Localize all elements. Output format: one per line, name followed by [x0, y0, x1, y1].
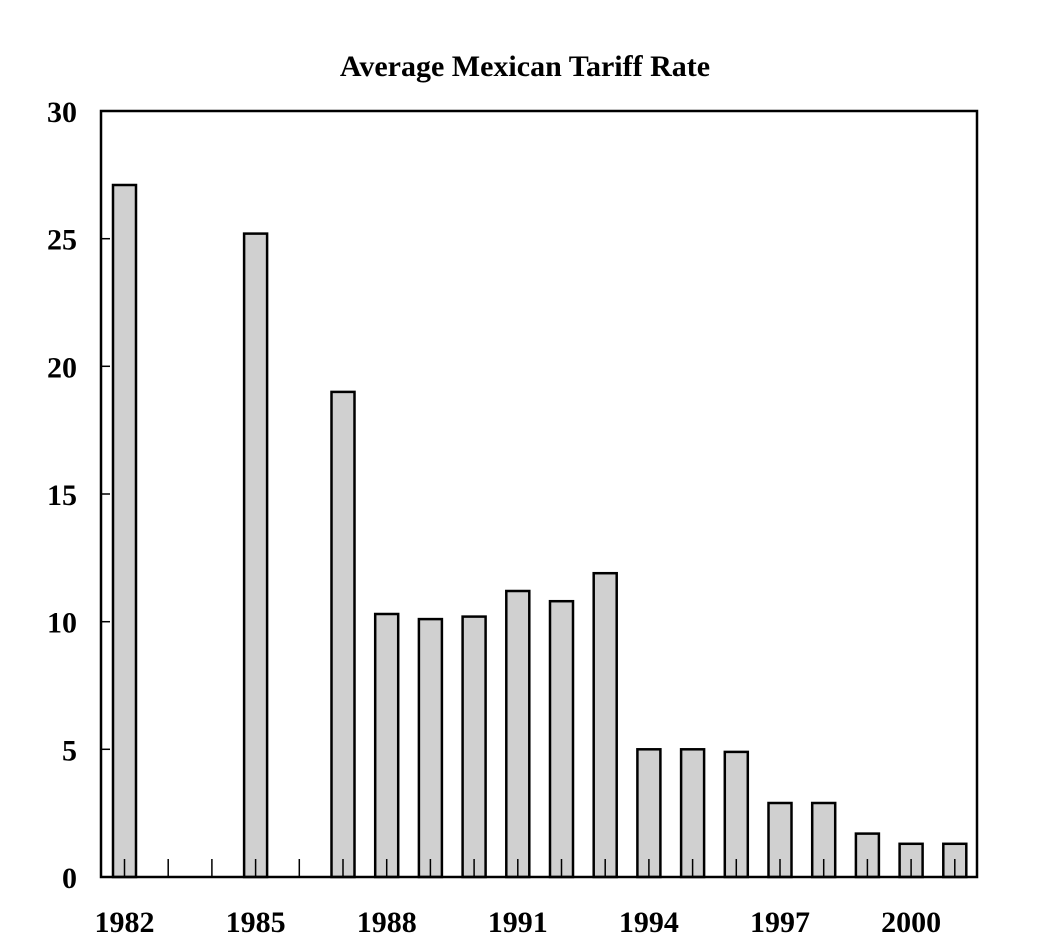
bar-1982: [111, 183, 138, 879]
bar-1992: [548, 599, 575, 879]
bar-1989: [417, 617, 444, 879]
x-axis-labels: 1982 1985 1988 1991 1994 1997 2000: [95, 906, 942, 939]
x-tick-label-1994: 1994: [619, 906, 679, 939]
bar-1995: [679, 748, 706, 879]
x-tick-label-2000: 2000: [881, 906, 941, 939]
bar-1987: [330, 390, 356, 879]
axis-ticks-group: [101, 110, 956, 878]
y-tick-label-30: 30: [47, 96, 77, 129]
y-tick-label-25: 25: [47, 224, 77, 257]
x-tick-label-1997: 1997: [750, 906, 810, 939]
y-axis-labels: 0 5 10 15 20 25 30: [47, 96, 77, 895]
y-tick-label-5: 5: [62, 734, 77, 767]
y-tick-label-10: 10: [47, 607, 77, 640]
x-tick-label-1988: 1988: [357, 906, 417, 939]
bar-1990: [461, 615, 487, 879]
x-tick-label-1982: 1982: [95, 906, 155, 939]
chart-title: Average Mexican Tariff Rate: [340, 50, 710, 83]
bar-1988: [373, 612, 400, 879]
bars-group: [111, 183, 968, 879]
bar-1991: [505, 589, 531, 879]
y-tick-label-0: 0: [62, 862, 77, 895]
bar-1994: [636, 748, 662, 879]
bar-1996: [723, 750, 750, 879]
y-tick-label-15: 15: [47, 479, 77, 512]
bar-1985: [242, 232, 269, 879]
bar-1993: [592, 571, 618, 879]
y-tick-label-20: 20: [47, 351, 77, 384]
plot-frame: [99, 109, 979, 879]
x-tick-label-1985: 1985: [226, 906, 286, 939]
x-tick-label-1991: 1991: [488, 906, 548, 939]
